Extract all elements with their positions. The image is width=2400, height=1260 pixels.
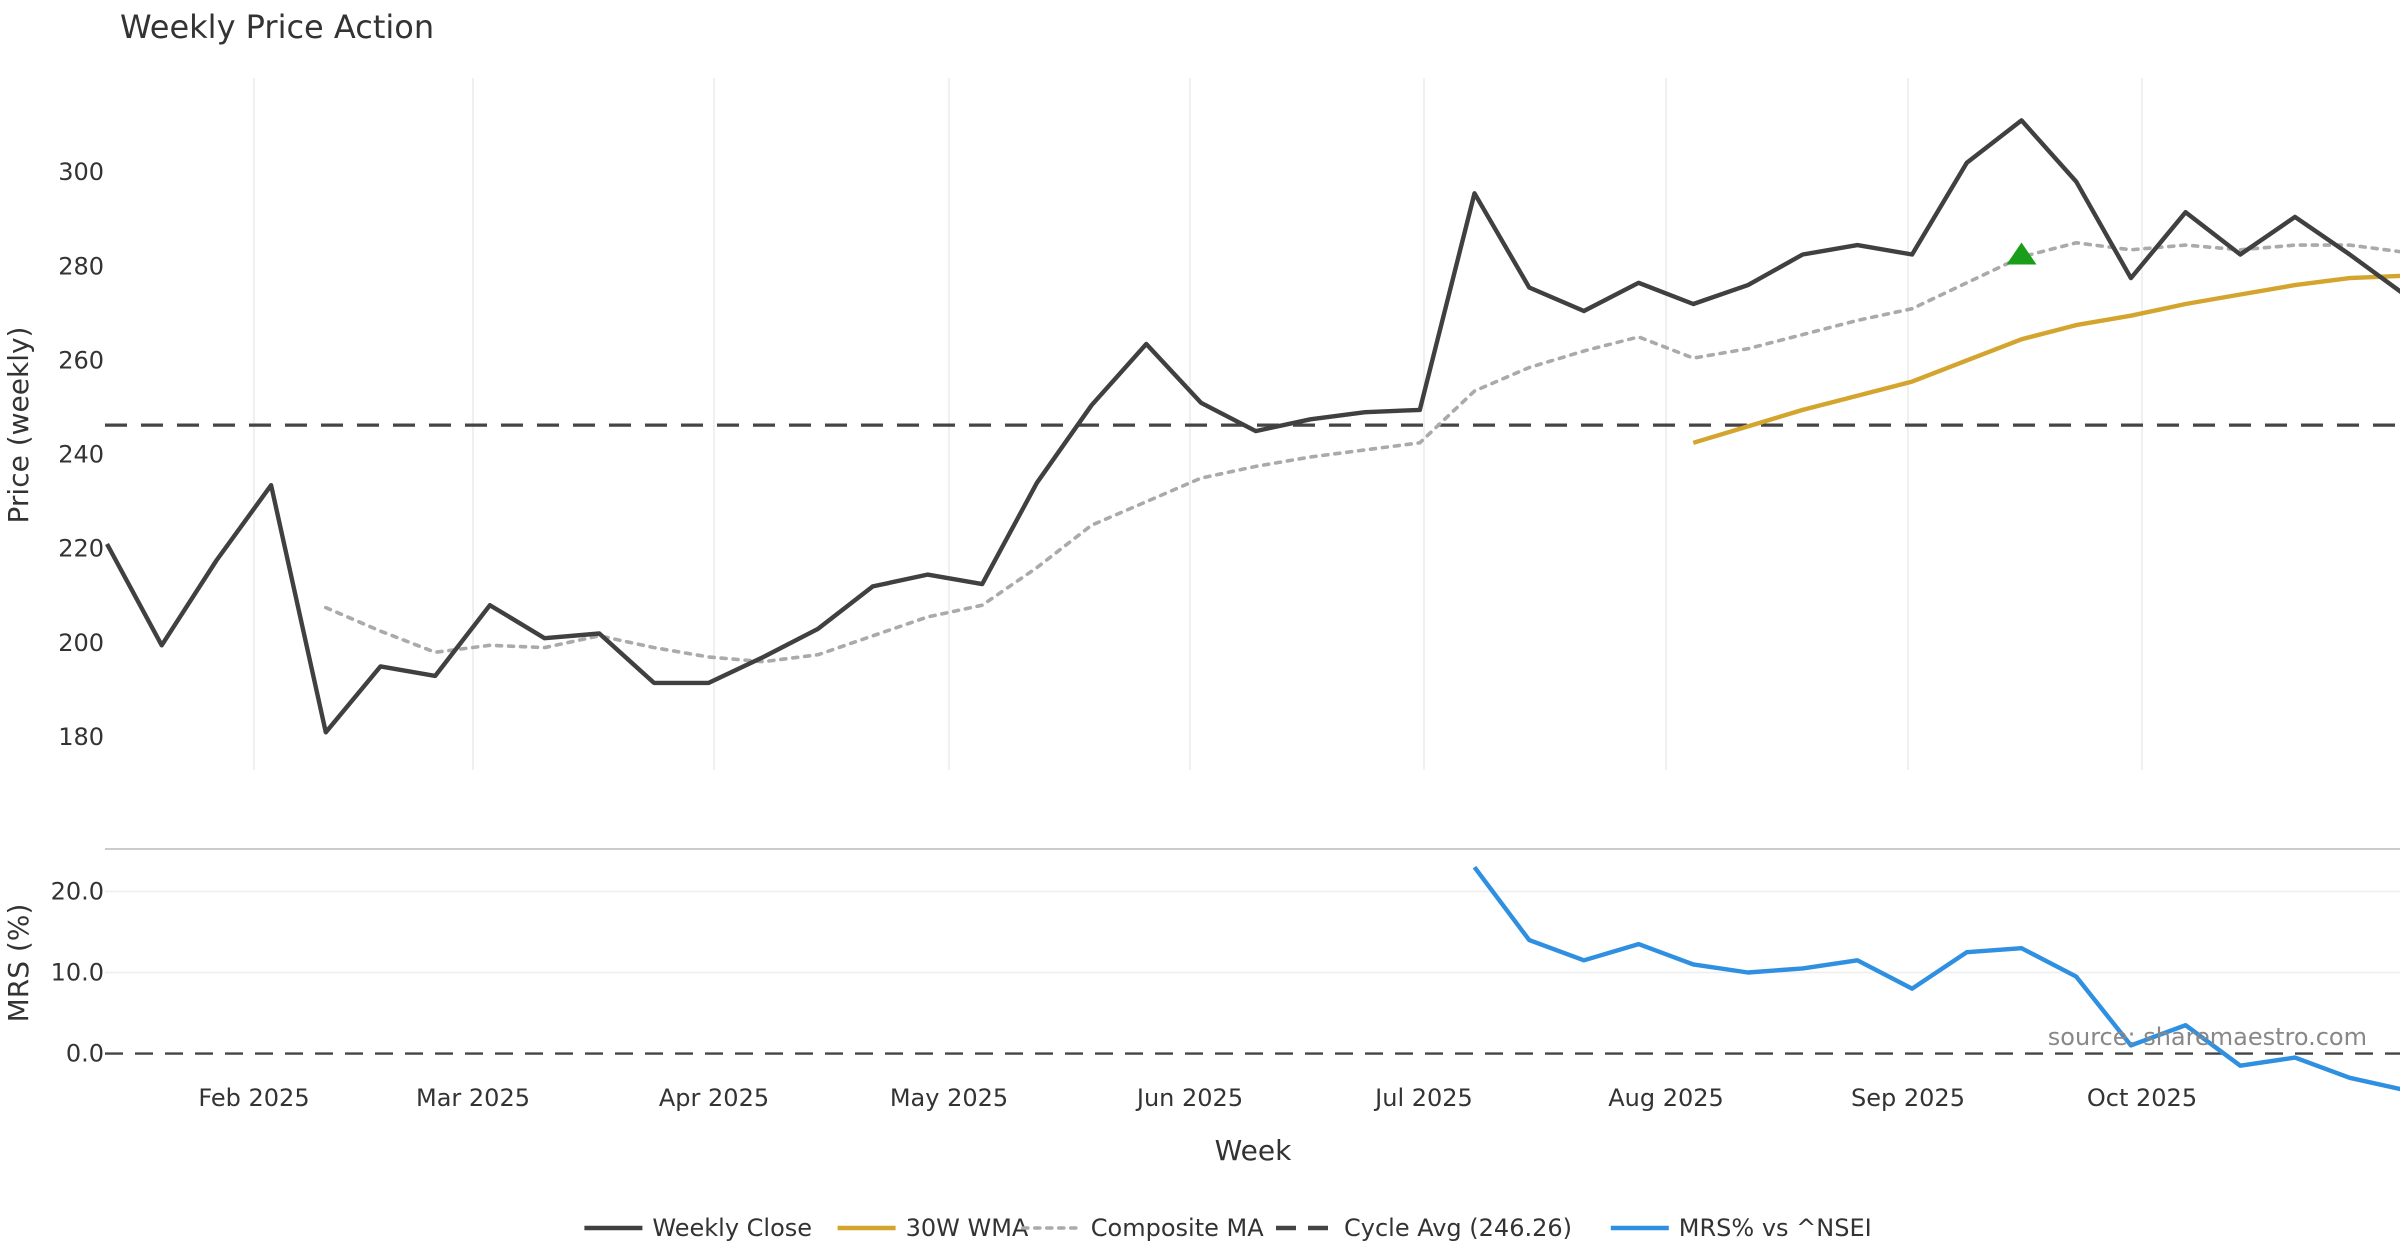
mrs-series-group <box>105 865 2400 1092</box>
mrs-y-tick-10.0: 10.0 <box>51 959 104 987</box>
price-y-tick-260: 260 <box>58 346 104 374</box>
x-tick-sep-2025: Sep 2025 <box>1851 1084 1965 1112</box>
x-tick-aug-2025: Aug 2025 <box>1608 1084 1724 1112</box>
legend-label-30w-wma: 30W WMA <box>906 1214 1029 1242</box>
chart-legend: Weekly Close 30W WMA Composite MA Cycle Avg… <box>584 1214 1872 1242</box>
legend-label-weekly-close: Weekly Close <box>652 1214 812 1242</box>
weekly-close-line <box>105 118 2400 735</box>
x-tick-may-2025: May 2025 <box>890 1084 1008 1112</box>
x-axis-label: Week <box>1215 1134 1292 1167</box>
price-y-tick-220: 220 <box>58 535 104 563</box>
x-tick-jul-2025: Jul 2025 <box>1373 1084 1473 1112</box>
price-y-tick-280: 280 <box>58 252 104 280</box>
legend-label-composite-ma: Composite MA <box>1091 1214 1264 1242</box>
x-tick-mar-2025: Mar 2025 <box>416 1084 530 1112</box>
mrs-y-tick-20.0: 20.0 <box>51 877 104 905</box>
chart-title: Weekly Price Action <box>120 8 434 46</box>
mrs-y-axis-ticks: 0.0 10.0 20.0 <box>51 877 104 1067</box>
legend-label-cycle-avg-246-26: Cycle Avg (246.26) <box>1344 1214 1572 1242</box>
source-note: source: sharemaestro.com <box>2048 1023 2367 1051</box>
buy-signal-marker-0 <box>2006 242 2037 265</box>
x-tick-feb-2025: Feb 2025 <box>198 1084 309 1112</box>
price-y-tick-240: 240 <box>58 441 104 469</box>
price-y-axis-label: Price (weekly) <box>2 327 35 524</box>
legend-label-mrs-vs-nsei: MRS% vs ^NSEI <box>1679 1214 1872 1242</box>
mrs-y-tick-0.0: 0.0 <box>66 1040 104 1068</box>
price-y-tick-200: 200 <box>58 629 104 657</box>
price-y-tick-180: 180 <box>58 723 104 751</box>
30w-wma-line <box>1692 273 2400 445</box>
price-y-tick-300: 300 <box>58 158 104 186</box>
x-tick-oct-2025: Oct 2025 <box>2087 1084 2197 1112</box>
x-tick-jun-2025: Jun 2025 <box>1135 1084 1243 1112</box>
x-axis-ticks: Feb 2025 Mar 2025 Apr 2025 May 2025 Jun 2025… <box>198 1084 2197 1112</box>
mrs-y-axis-label: MRS (%) <box>2 904 35 1023</box>
price-series-group <box>105 118 2400 735</box>
mrs-vs-nsei-line <box>1472 865 2400 1092</box>
mrs-panel-gridlines <box>105 890 2400 974</box>
composite-ma-line <box>323 241 2400 664</box>
price-y-axis-ticks: 180 200 220 240 260 280 300 <box>58 158 104 751</box>
x-tick-apr-2025: Apr 2025 <box>659 1084 769 1112</box>
